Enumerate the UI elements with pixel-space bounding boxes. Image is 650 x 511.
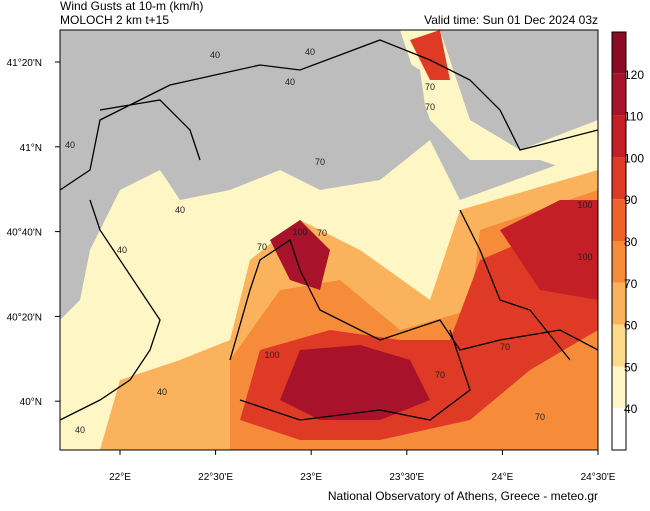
- contour-label: 100: [577, 252, 592, 262]
- colorbar-segment: [612, 32, 626, 74]
- colorbar-label: 70: [624, 277, 638, 291]
- contour-label: 100: [577, 200, 592, 210]
- contour-label: 100: [292, 227, 307, 237]
- contour-label: 40: [175, 205, 185, 215]
- contour-label: 40: [285, 77, 295, 87]
- footer: National Observatory of Athens, Greece -…: [328, 489, 598, 503]
- colorbar-segment: [612, 199, 626, 241]
- colorbar-segment: [612, 282, 626, 325]
- colorbar-segment: [612, 157, 626, 200]
- x-tick-label: 23°E: [300, 472, 322, 483]
- colorbar-label: 80: [624, 235, 638, 249]
- y-tick-label: 41°N: [20, 143, 42, 154]
- x-tick-label: 23°30'E: [389, 472, 424, 483]
- contour-label: 70: [535, 412, 545, 422]
- y-tick-label: 40°40'N: [7, 228, 42, 239]
- contour-label: 40: [157, 387, 167, 397]
- colorbar-segment: [612, 241, 626, 283]
- contour-label: 40: [210, 50, 220, 60]
- colorbar-label: 120: [624, 68, 644, 82]
- contour-label: 70: [257, 242, 267, 252]
- y-tick-label: 40°N: [20, 397, 42, 408]
- colorbar-segment: [612, 115, 626, 158]
- x-tick-label: 24°30'E: [581, 472, 616, 483]
- colorbar-label: 40: [624, 402, 638, 416]
- colorbar-label: 90: [624, 193, 638, 207]
- colorbar-segment: [612, 408, 626, 450]
- contour-label: 40: [305, 47, 315, 57]
- colorbar-label: 50: [624, 360, 638, 374]
- colorbar-label: 60: [624, 319, 638, 333]
- contour-label: 40: [117, 245, 127, 255]
- y-tick-label: 40°20'N: [7, 312, 42, 323]
- colorbar-label: 100: [624, 151, 644, 165]
- valid-time: Valid time: Sun 01 Dec 2024 03z: [424, 13, 598, 27]
- colorbar-frame: [611, 31, 627, 451]
- contour-label: 40: [65, 140, 75, 150]
- map: [60, 30, 598, 450]
- colorbar-segment: [612, 73, 626, 116]
- contour-label: 70: [500, 342, 510, 352]
- map-frame: [59, 29, 599, 451]
- contour-label: 70: [425, 102, 435, 112]
- colorbar-segment: [612, 324, 626, 367]
- x-tick-label: 24°E: [492, 472, 514, 483]
- contour-label: 40: [75, 425, 85, 435]
- contour-label: 70: [317, 228, 327, 238]
- contour-label: 100: [264, 350, 279, 360]
- y-tick-label: 41°20'N: [7, 58, 42, 69]
- contour-label: 70: [425, 82, 435, 92]
- colorbar-segment: [612, 366, 626, 409]
- colorbar-label: 110: [624, 110, 643, 124]
- model: MOLOCH 2 km t+15: [60, 13, 169, 27]
- contour-label: 70: [435, 370, 445, 380]
- contour-label: 70: [315, 157, 325, 167]
- x-tick-label: 22°E: [109, 472, 131, 483]
- x-tick-label: 22°30'E: [198, 472, 233, 483]
- title: Wind Gusts at 10-m (km/h): [60, 0, 203, 13]
